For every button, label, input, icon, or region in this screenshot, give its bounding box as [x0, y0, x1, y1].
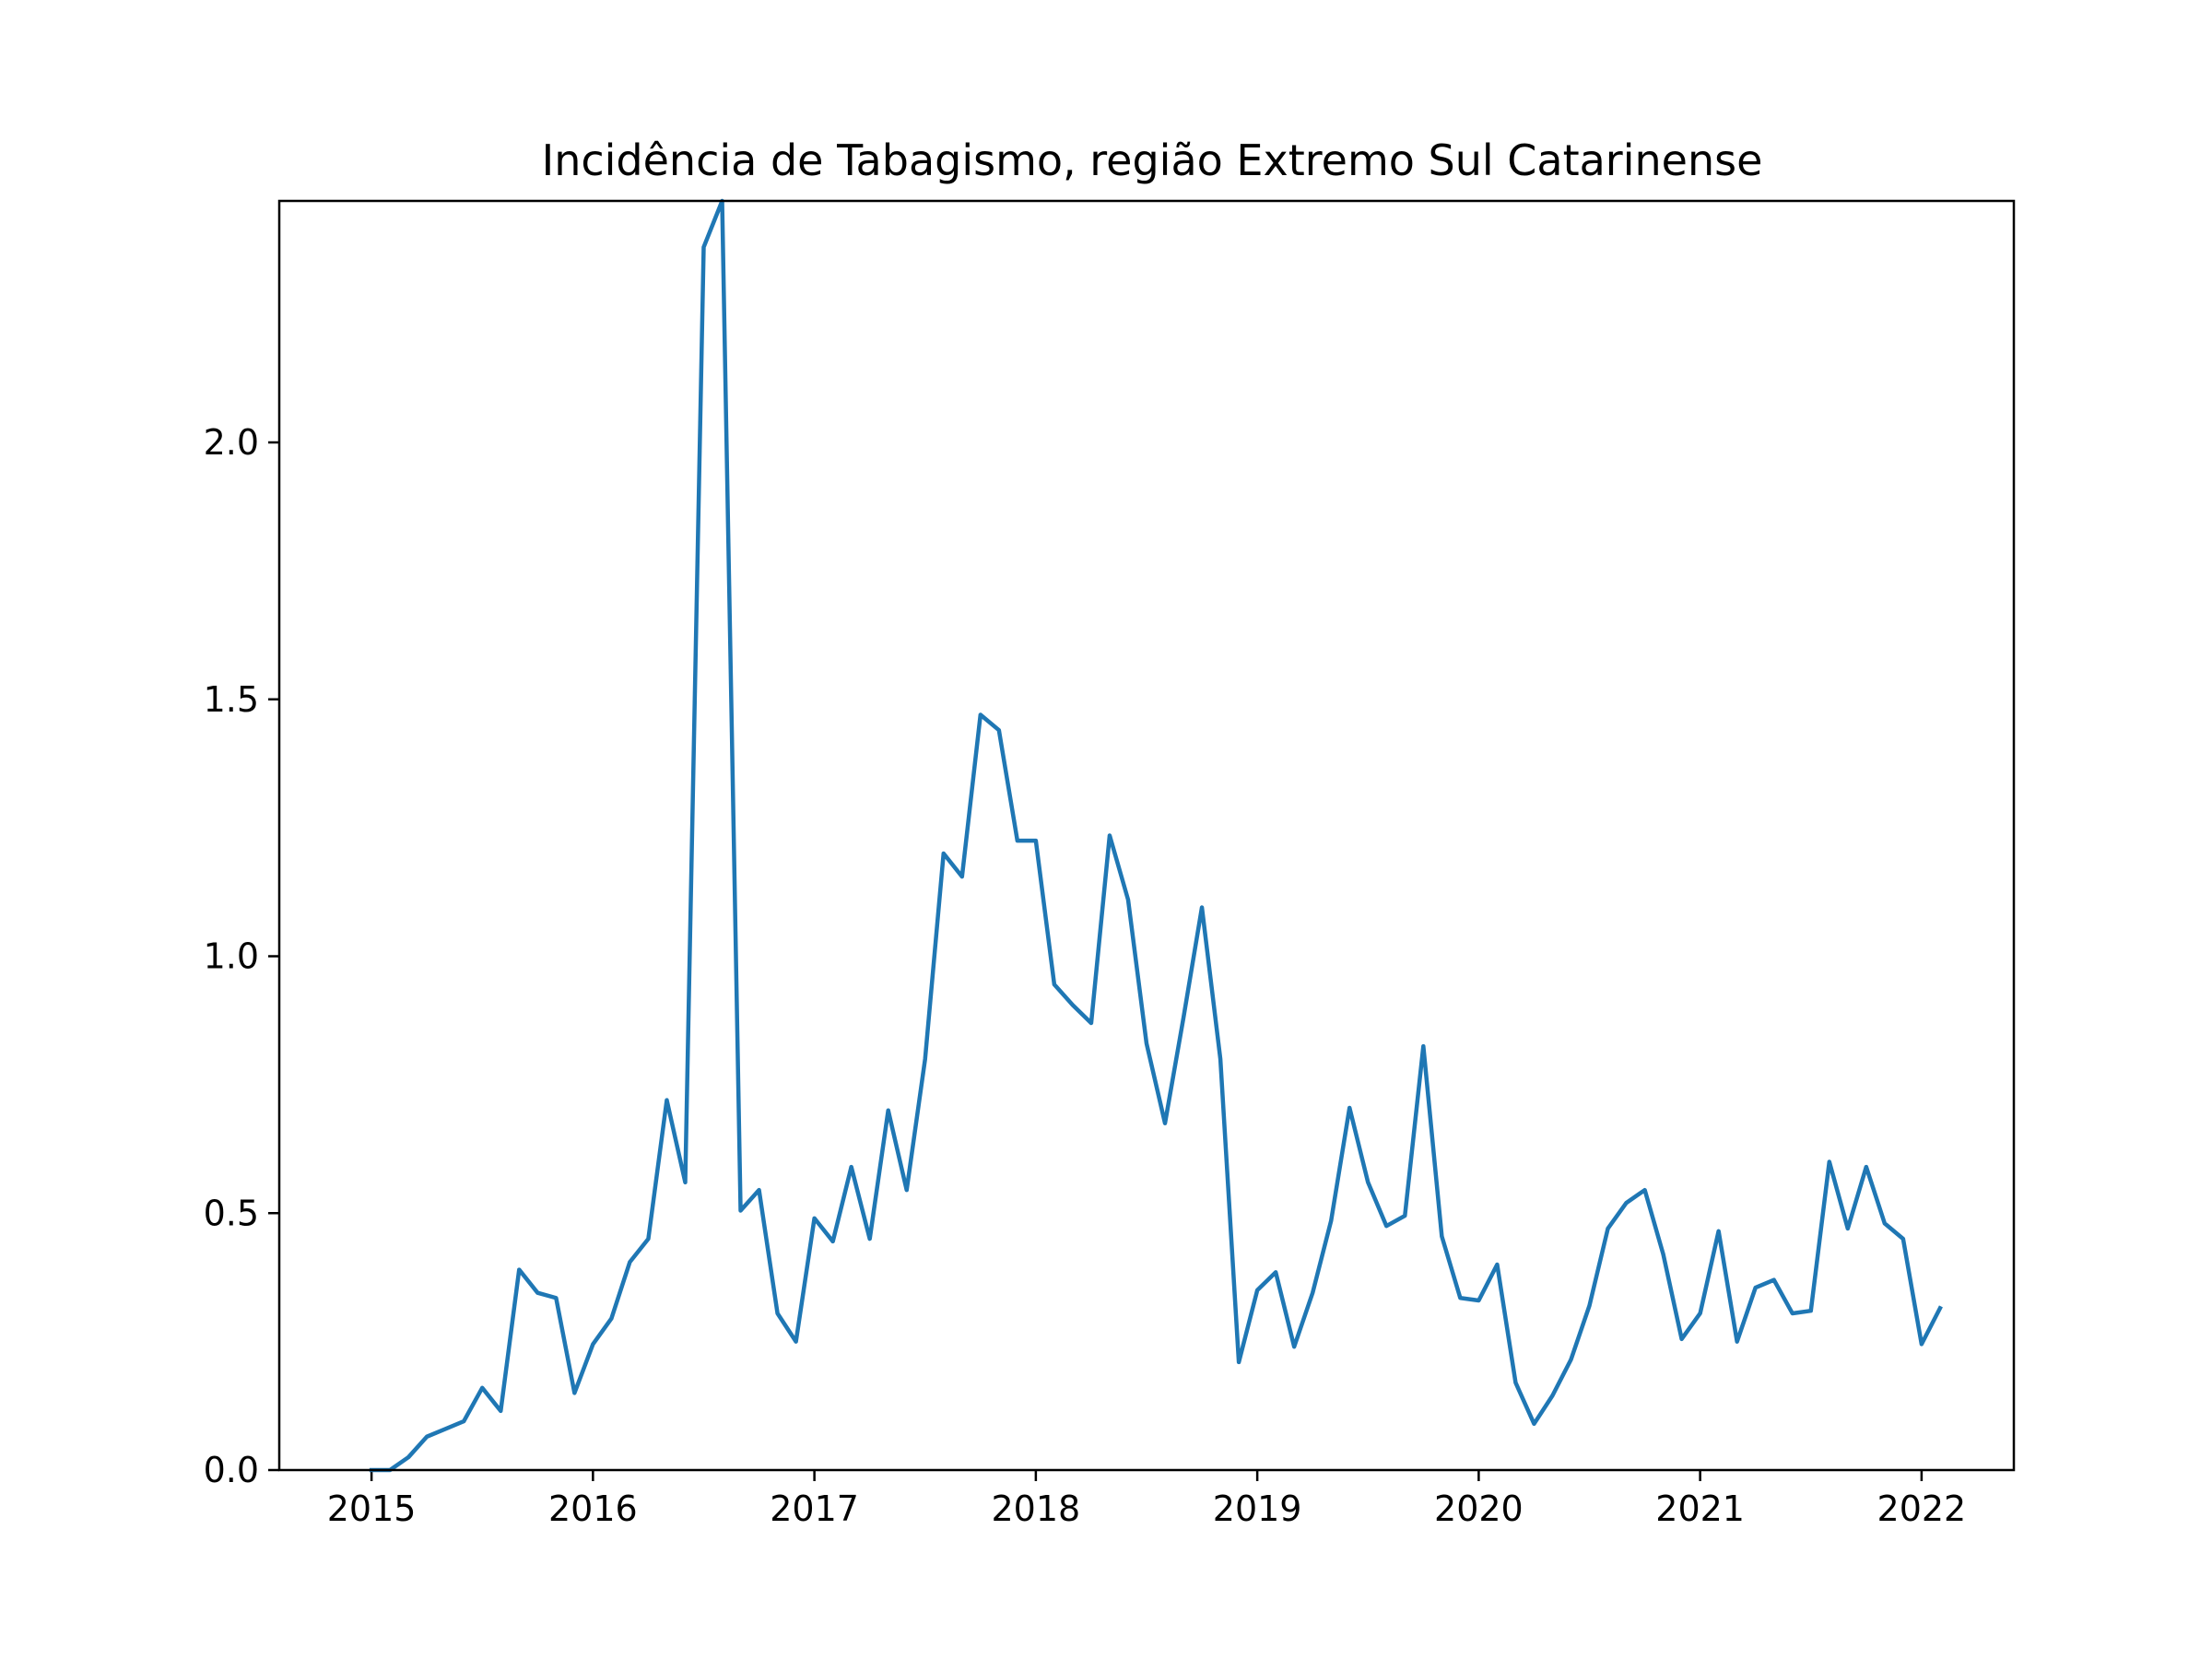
y-tick-label: 0.5	[204, 1193, 259, 1233]
x-tick-label: 2017	[770, 1488, 859, 1529]
x-tick-label: 2020	[1434, 1488, 1524, 1529]
series-layer	[369, 198, 1943, 1473]
series-line	[369, 198, 1943, 1473]
plot-frame	[277, 199, 2016, 1472]
y-tick-label: 1.0	[204, 936, 259, 977]
y-tick-label: 0.0	[204, 1450, 259, 1490]
x-tick-label: 2019	[1213, 1488, 1302, 1529]
chart-title: Incidência de Tabagismo, região Extremo …	[542, 135, 1763, 185]
y-axis: 0.0 0.5 1.0 1.5 2.0	[204, 422, 279, 1490]
x-tick-label: 2021	[1655, 1488, 1745, 1529]
x-tick-label: 2016	[548, 1488, 638, 1529]
x-tick-label: 2018	[992, 1488, 1081, 1529]
x-axis: 2015 2016 2017 2018 2019 2020 2021 2022	[327, 1470, 1967, 1529]
y-tick-label: 1.5	[204, 679, 259, 720]
y-tick-label: 2.0	[204, 422, 259, 463]
x-tick-label: 2015	[327, 1488, 417, 1529]
x-tick-label: 2022	[1877, 1488, 1967, 1529]
